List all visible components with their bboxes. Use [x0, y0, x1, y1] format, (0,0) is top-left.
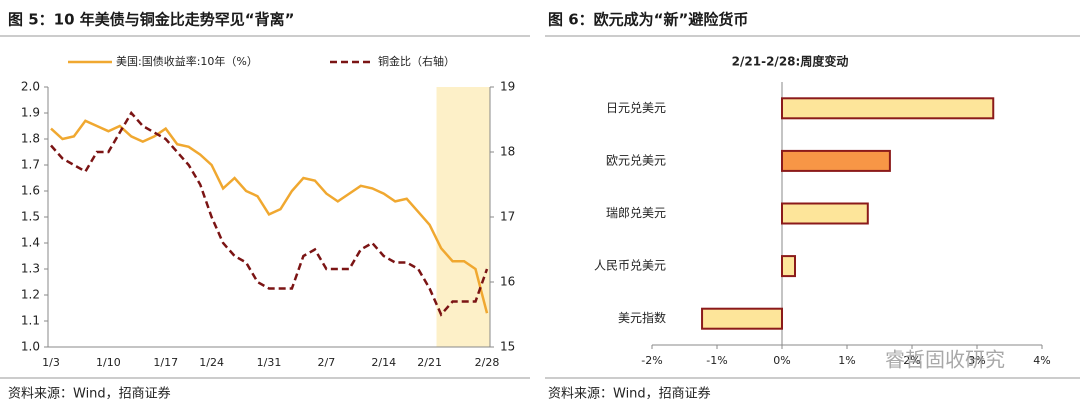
highlight-band [436, 87, 490, 347]
bar [781, 97, 995, 120]
x-tick-label: 2/21 [417, 356, 442, 369]
y-tick-label: 人民币兑美元 [594, 259, 666, 273]
bar [781, 202, 869, 225]
y-tick-label: 1.8 [21, 132, 40, 146]
legend-label: 美国:国债收益率:10年（%） [116, 54, 258, 68]
y2-tick-label: 15 [500, 340, 515, 354]
y2-tick-label: 17 [500, 210, 515, 224]
bar [781, 255, 796, 278]
y-tick-label: 1.2 [21, 288, 40, 302]
bar [701, 307, 783, 330]
source: 资料来源：Wind，招商证券 [8, 386, 171, 402]
y-tick-label: 美元指数 [618, 310, 666, 325]
series-line [50, 119, 489, 314]
x-tick-label: 2/28 [475, 356, 500, 369]
x-tick-label: 2% [903, 354, 920, 367]
y-tick-label: 1.4 [21, 236, 40, 250]
x-tick-label: 3% [968, 354, 985, 367]
y-tick-label: 1.3 [21, 262, 40, 276]
chart-title: 图 6：欧元成为“新”避险货币 [548, 11, 748, 29]
y-tick-label: 日元兑美元 [606, 101, 666, 115]
x-tick-label: 0% [773, 354, 790, 367]
source: 资料来源：Wind，招商证券 [548, 386, 711, 402]
subtitle: 2/21-2/28:周度变动 [732, 54, 849, 69]
y-tick-label: 2.0 [21, 80, 40, 94]
x-tick-label: -1% [706, 354, 727, 367]
y-tick-label: 1.5 [21, 210, 40, 224]
x-tick-label: 1/17 [153, 356, 178, 369]
x-tick-label: -2% [641, 354, 662, 367]
legend-label: 铜金比（右轴） [378, 54, 455, 68]
y-tick-label: 1.6 [21, 184, 40, 198]
y-tick-label: 瑞郎兑美元 [606, 206, 666, 220]
y2-tick-label: 16 [500, 275, 515, 289]
x-tick-label: 4% [1033, 354, 1050, 367]
x-tick-label: 1/31 [257, 356, 282, 369]
y-tick-label: 1.1 [21, 314, 40, 328]
bar [781, 149, 891, 172]
x-tick-label: 2/14 [371, 356, 396, 369]
chart-title: 图 5：10 年美债与铜金比走势罕见“背离” [8, 11, 294, 29]
y-tick-label: 1.0 [21, 340, 40, 354]
x-tick-label: 1% [838, 354, 855, 367]
y-tick-label: 1.9 [21, 106, 40, 120]
x-tick-label: 1/10 [96, 356, 121, 369]
y2-tick-label: 18 [500, 145, 515, 159]
y-tick-label: 欧元兑美元 [606, 153, 666, 167]
y2-tick-label: 19 [500, 80, 515, 94]
x-tick-label: 1/3 [42, 356, 60, 369]
y-tick-label: 1.7 [21, 158, 40, 172]
x-tick-label: 1/24 [199, 356, 224, 369]
watermark: 睿哲固收研究 [885, 348, 1005, 372]
series-line [50, 110, 489, 317]
x-tick-label: 2/7 [318, 356, 336, 369]
